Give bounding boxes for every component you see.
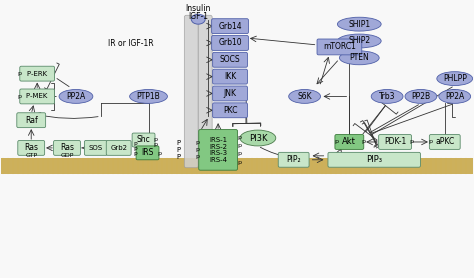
Text: p: p	[237, 143, 241, 148]
Text: p: p	[429, 140, 433, 145]
Text: p: p	[195, 147, 199, 152]
Text: Shc: Shc	[137, 135, 150, 145]
Text: Raf: Raf	[25, 116, 37, 125]
Text: p: p	[157, 151, 162, 156]
Text: p: p	[17, 71, 21, 76]
FancyBboxPatch shape	[317, 39, 362, 55]
FancyBboxPatch shape	[213, 52, 247, 67]
FancyBboxPatch shape	[328, 152, 420, 167]
Text: PP2A: PP2A	[66, 92, 86, 101]
Text: IKK: IKK	[224, 72, 236, 81]
FancyBboxPatch shape	[278, 152, 309, 167]
FancyBboxPatch shape	[213, 69, 247, 84]
Text: P-​MEK: P-​MEK	[27, 93, 48, 100]
Text: JNK: JNK	[224, 89, 237, 98]
Ellipse shape	[339, 51, 379, 65]
Ellipse shape	[337, 17, 381, 31]
Text: GDP: GDP	[60, 153, 73, 158]
Text: p: p	[409, 140, 413, 145]
Ellipse shape	[129, 90, 167, 103]
Text: Insulin: Insulin	[185, 4, 211, 13]
FancyBboxPatch shape	[84, 140, 107, 155]
Bar	[1, 158, 473, 174]
Text: PIP₃: PIP₃	[366, 155, 382, 164]
FancyBboxPatch shape	[106, 140, 131, 155]
Text: PI3K: PI3K	[249, 133, 267, 143]
Text: Grb10: Grb10	[218, 38, 242, 48]
Text: S6K: S6K	[297, 92, 312, 101]
Text: Ras: Ras	[60, 143, 74, 152]
FancyBboxPatch shape	[199, 130, 237, 170]
Text: Grb14: Grb14	[218, 22, 242, 31]
FancyBboxPatch shape	[212, 19, 248, 34]
Text: SOCS: SOCS	[220, 55, 240, 64]
Text: P: P	[134, 152, 137, 157]
Text: mTORC1: mTORC1	[323, 43, 356, 51]
Text: p: p	[17, 94, 21, 99]
Text: P: P	[134, 147, 137, 152]
Text: Grb2: Grb2	[110, 145, 127, 151]
FancyBboxPatch shape	[136, 146, 159, 160]
FancyBboxPatch shape	[213, 103, 247, 118]
Text: IRS-1
IRS-2
IRS-3
IRS-4: IRS-1 IRS-2 IRS-3 IRS-4	[209, 137, 227, 163]
FancyBboxPatch shape	[212, 36, 248, 50]
Ellipse shape	[289, 90, 320, 103]
Text: p: p	[195, 154, 199, 159]
FancyBboxPatch shape	[213, 86, 247, 101]
Text: PHLPP: PHLPP	[443, 74, 467, 83]
Text: P-​ERK: P-​ERK	[27, 71, 47, 77]
FancyBboxPatch shape	[429, 135, 460, 149]
Text: PTP1B: PTP1B	[137, 92, 160, 101]
Text: P: P	[176, 147, 181, 153]
Text: p: p	[335, 140, 338, 145]
FancyBboxPatch shape	[17, 113, 46, 128]
Text: Akt: Akt	[342, 137, 356, 147]
Ellipse shape	[240, 130, 276, 146]
FancyBboxPatch shape	[20, 89, 55, 104]
FancyBboxPatch shape	[198, 15, 212, 168]
Text: SHIP1: SHIP1	[348, 20, 370, 29]
FancyBboxPatch shape	[379, 135, 411, 149]
Ellipse shape	[439, 90, 471, 103]
Text: PTEN: PTEN	[349, 53, 369, 62]
Text: GTP: GTP	[25, 153, 37, 158]
FancyBboxPatch shape	[335, 135, 364, 149]
Text: Trb3: Trb3	[379, 92, 395, 101]
Text: p: p	[154, 138, 157, 143]
Text: SHIP2: SHIP2	[348, 36, 370, 46]
Ellipse shape	[191, 14, 205, 24]
Text: PDK-1: PDK-1	[384, 137, 406, 147]
Ellipse shape	[405, 90, 437, 103]
Text: PP2A: PP2A	[445, 92, 465, 101]
Text: p: p	[361, 140, 365, 145]
Text: PIP₂: PIP₂	[286, 155, 301, 164]
Text: PP2B: PP2B	[411, 92, 430, 101]
Ellipse shape	[337, 34, 381, 48]
Text: aPKC: aPKC	[435, 137, 455, 147]
Text: Ras: Ras	[24, 143, 38, 152]
Text: p: p	[237, 151, 241, 156]
FancyBboxPatch shape	[54, 140, 81, 155]
Ellipse shape	[59, 90, 93, 103]
Text: P: P	[176, 154, 181, 160]
Text: SOS: SOS	[89, 145, 103, 151]
Text: p: p	[237, 135, 241, 140]
FancyBboxPatch shape	[20, 66, 55, 81]
Ellipse shape	[371, 90, 403, 103]
Text: P: P	[134, 142, 137, 147]
Text: p: p	[154, 142, 157, 147]
Text: P: P	[176, 140, 181, 146]
Text: IR or IGF-1R: IR or IGF-1R	[108, 39, 154, 48]
Text: PKC: PKC	[223, 106, 237, 115]
Text: p: p	[195, 140, 199, 145]
FancyBboxPatch shape	[184, 15, 198, 168]
FancyBboxPatch shape	[132, 133, 155, 147]
Text: IGF-1: IGF-1	[188, 12, 208, 21]
Ellipse shape	[437, 72, 473, 86]
FancyBboxPatch shape	[18, 140, 45, 155]
Text: IRS: IRS	[141, 148, 154, 157]
Text: p: p	[237, 160, 241, 165]
